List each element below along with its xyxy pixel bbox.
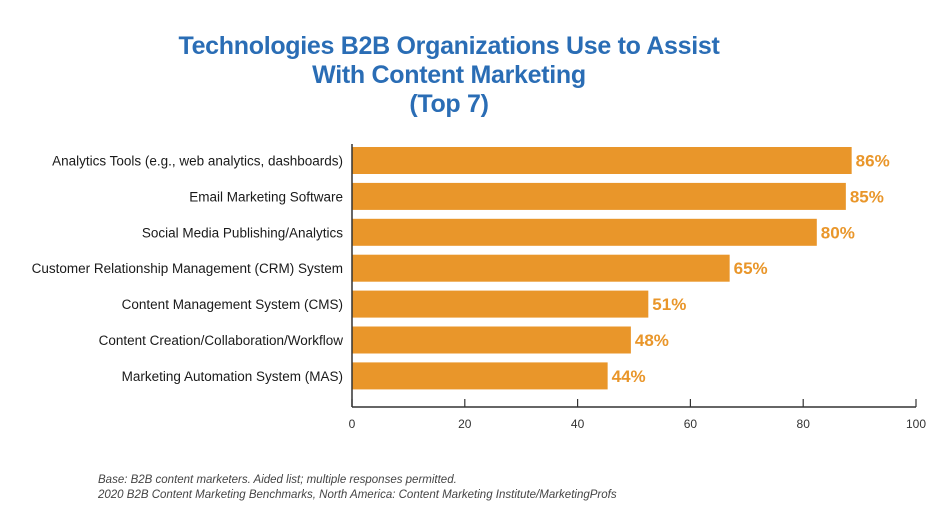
category-label: Content Management System (CMS) — [122, 297, 343, 312]
bar — [352, 326, 631, 354]
category-label: Marketing Automation System (MAS) — [122, 369, 343, 384]
footnote-source: 2020 B2B Content Marketing Benchmarks, N… — [98, 489, 617, 501]
bar — [352, 254, 730, 282]
bar — [352, 290, 649, 318]
chart-title: Technologies B2B Organizations Use to As… — [0, 32, 898, 119]
chart-title-line-2: With Content Marketing — [312, 61, 586, 89]
data-label: 85% — [850, 187, 884, 206]
x-tick-label: 100 — [906, 417, 926, 431]
x-tick-label: 80 — [797, 417, 811, 431]
category-label: Email Marketing Software — [189, 189, 343, 204]
bar — [352, 182, 846, 210]
x-tick-label: 40 — [571, 417, 585, 431]
data-label: 48% — [635, 331, 669, 350]
data-label: 80% — [821, 223, 855, 242]
data-label: 65% — [734, 259, 768, 278]
data-label: 86% — [856, 152, 890, 171]
category-label: Customer Relationship Management (CRM) S… — [32, 261, 343, 276]
bar — [352, 218, 817, 246]
category-label: Content Creation/Collaboration/Workflow — [99, 333, 344, 348]
data-label: 44% — [612, 367, 646, 386]
footnote-base: Base: B2B content marketers. Aided list;… — [98, 474, 457, 486]
data-label: 51% — [652, 295, 686, 314]
x-tick-label: 60 — [684, 417, 698, 431]
chart-title-line-1: Technologies B2B Organizations Use to As… — [178, 32, 720, 60]
category-label: Social Media Publishing/Analytics — [142, 225, 343, 240]
x-tick-label: 20 — [458, 417, 472, 431]
category-label: Analytics Tools (e.g., web analytics, da… — [52, 154, 343, 169]
bar — [352, 147, 852, 174]
bar — [352, 362, 608, 390]
x-tick-label: 0 — [349, 417, 356, 431]
chart-title-line-3: (Top 7) — [409, 90, 489, 118]
